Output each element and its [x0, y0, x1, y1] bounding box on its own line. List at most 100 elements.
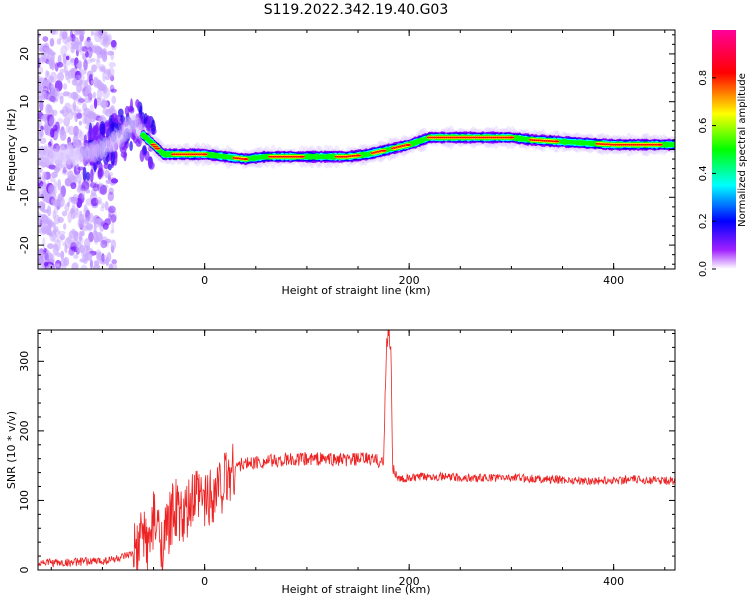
- halo-blob: [91, 139, 100, 163]
- noise-blob: [92, 216, 97, 225]
- feature-blob: [127, 117, 132, 125]
- y-tick-label: 100: [18, 490, 31, 511]
- noise-blob: [52, 210, 56, 220]
- noise-blob: [111, 221, 115, 232]
- noise-blob: [90, 58, 96, 63]
- noise-blob: [104, 169, 110, 179]
- noise-blob: [76, 128, 82, 138]
- noise-blob: [102, 222, 109, 230]
- x-tick-label: 200: [399, 575, 420, 588]
- figure-title: S119.2022.342.19.40.G03: [264, 2, 449, 18]
- noise-blob: [110, 214, 117, 223]
- noise-blob: [64, 143, 69, 150]
- halo-blob: [105, 136, 114, 153]
- noise-blob: [70, 182, 77, 190]
- y-tick-label: 10: [18, 95, 31, 109]
- noise-blob: [59, 30, 68, 38]
- halo-blob: [79, 144, 87, 164]
- feature-blob: [129, 140, 133, 152]
- noise-blob: [38, 57, 47, 64]
- noise-blob: [40, 145, 44, 157]
- halo-blob: [62, 146, 71, 166]
- halo-blob: [119, 124, 128, 143]
- feature-blob: [123, 149, 127, 162]
- y-tick-label: 200: [18, 420, 31, 441]
- noise-blob: [84, 252, 93, 261]
- noise-blob: [46, 114, 53, 122]
- feature-blob: [129, 107, 135, 114]
- noise-blob: [105, 256, 110, 267]
- halo-blob: [46, 145, 55, 166]
- noise-blob: [63, 116, 70, 127]
- hot-spot: [355, 154, 361, 157]
- noise-blob: [84, 218, 90, 225]
- noise-blob: [51, 97, 59, 103]
- noise-blob: [53, 130, 59, 139]
- halo-blob: [66, 145, 75, 166]
- feature-blob: [151, 119, 156, 135]
- noise-blob: [76, 112, 82, 120]
- feature-blob: [135, 138, 142, 147]
- noise-blob: [59, 234, 66, 241]
- noise-blob: [88, 111, 96, 117]
- halo-blob: [72, 148, 81, 162]
- halo-blob: [44, 144, 53, 166]
- colorbar-tick-label: 0.6: [698, 118, 709, 134]
- noise-blob: [42, 237, 46, 249]
- y-tick-label: 20: [18, 47, 31, 61]
- noise-blob: [45, 249, 50, 261]
- noise-blob: [44, 152, 51, 158]
- noise-blob: [70, 103, 76, 116]
- halo-blob: [42, 143, 51, 167]
- hot-spot: [242, 158, 249, 161]
- noise-blob: [38, 65, 44, 75]
- noise-blob: [77, 166, 85, 171]
- feature-blob: [89, 147, 94, 161]
- feature-blob: [113, 141, 119, 151]
- snr-panel: 0 200 400 0 100 200 300 Height of straight lin…: [5, 329, 676, 596]
- noise-blob: [100, 221, 107, 227]
- noise-blob: [89, 259, 93, 269]
- feature-blob: [131, 126, 137, 141]
- noise-blob: [79, 235, 83, 241]
- noise-blob: [49, 147, 53, 158]
- snr-frame: [37, 329, 676, 571]
- noise-blob: [48, 164, 56, 170]
- halo-blob: [38, 142, 42, 167]
- noise-blob: [40, 159, 47, 168]
- noise-blob: [53, 263, 60, 268]
- noise-blob: [109, 84, 115, 93]
- noise-blob: [62, 36, 69, 44]
- y-tick-label: 0: [18, 146, 31, 153]
- noise-blob: [64, 237, 73, 249]
- noise-blob: [103, 34, 108, 46]
- noise-blob: [52, 143, 61, 153]
- noise-blob: [107, 196, 114, 201]
- noise-blob: [111, 95, 117, 104]
- noise-blob: [74, 70, 82, 81]
- colorbar-tick-label: 0.2: [698, 213, 709, 229]
- hot-spot: [405, 143, 412, 147]
- noise-blob: [47, 114, 55, 127]
- noise-blob: [76, 197, 83, 209]
- noise-blob: [85, 124, 90, 130]
- feature-blob: [135, 99, 140, 108]
- halo-blob: [121, 120, 130, 142]
- noise-blob: [63, 256, 70, 267]
- colorbar-label: Normalized spectral amplitude: [737, 73, 748, 227]
- noise-blob: [94, 31, 102, 43]
- noise-blob: [49, 95, 56, 103]
- spectrogram-panel: 0 200 400 -20 -10 0 10 20 Height of straight li…: [5, 29, 676, 297]
- halo-blob: [113, 132, 122, 145]
- snr-xlabel: Height of straight line (km): [281, 583, 430, 596]
- halo-blob: [124, 116, 132, 140]
- halo-blob: [107, 133, 116, 153]
- noise-blob: [90, 30, 95, 36]
- band-segment: [672, 141, 675, 148]
- y-tick-label: 0: [18, 567, 31, 574]
- noise-blob: [84, 113, 91, 125]
- noise-blob: [90, 114, 97, 121]
- feature-blob: [106, 136, 111, 149]
- feature-blob: [116, 122, 122, 138]
